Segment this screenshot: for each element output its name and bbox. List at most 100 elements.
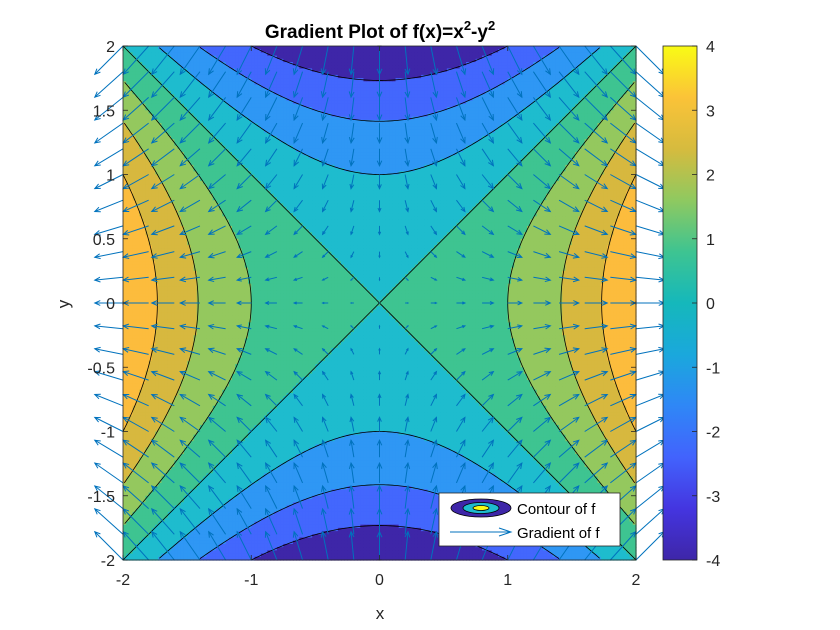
contour-cell — [161, 164, 166, 169]
contour-cell — [126, 437, 131, 442]
contour-cell — [139, 402, 143, 407]
contour-cell — [139, 521, 143, 526]
contour-cell — [145, 344, 150, 349]
contour-cell — [132, 306, 137, 311]
contour-cell — [123, 543, 127, 548]
contour-cell — [151, 540, 156, 545]
contour-cell — [129, 248, 134, 253]
contour-cell — [155, 123, 159, 127]
contour-cell — [145, 286, 150, 291]
contour-cell — [142, 213, 147, 217]
contour-cell — [142, 434, 147, 439]
contour-cell — [135, 508, 140, 513]
contour-cell — [161, 402, 166, 407]
contour-cell — [161, 258, 166, 262]
contour-cell — [148, 306, 153, 311]
contour-cell — [129, 518, 134, 523]
contour-cell — [129, 482, 134, 487]
contour-cell — [135, 286, 140, 291]
contour-cell — [139, 328, 143, 333]
contour-cell — [139, 373, 143, 378]
contour-cell — [158, 306, 163, 311]
contour-cell — [142, 325, 147, 330]
contour-cell — [123, 322, 127, 327]
contour-cell — [142, 293, 147, 298]
contour-cell — [129, 431, 134, 436]
contour-cell — [129, 322, 134, 327]
contour-cell — [123, 274, 127, 278]
contour-cell — [148, 453, 153, 458]
contour-cell — [161, 331, 166, 336]
contour-cell — [151, 78, 156, 82]
contour-cell — [129, 457, 134, 462]
contour-cell — [155, 505, 159, 510]
contour-cell — [161, 158, 166, 163]
contour-cell — [126, 213, 131, 217]
contour-cell — [139, 148, 143, 153]
contour-cell — [126, 299, 131, 304]
contour-cell — [132, 328, 137, 333]
contour-cell — [161, 94, 166, 98]
contour-cell — [151, 457, 156, 462]
contour-cell — [158, 434, 163, 439]
contour-cell — [148, 309, 153, 314]
contour-cell — [145, 110, 150, 115]
contour-cell — [126, 142, 131, 147]
contour-cell — [123, 110, 127, 115]
contour-cell — [129, 460, 134, 465]
contour-cell — [135, 495, 140, 500]
contour-cell — [132, 351, 137, 355]
contour-cell — [126, 193, 131, 198]
contour-cell — [155, 341, 159, 346]
contour-cell — [129, 184, 134, 188]
contour-cell — [161, 328, 166, 333]
contour-cell — [142, 399, 147, 404]
contour-cell — [139, 119, 143, 124]
contour-cell — [151, 331, 156, 336]
contour-cell — [155, 90, 159, 95]
contour-cell — [155, 190, 159, 195]
contour-cell — [129, 258, 134, 262]
contour-cell — [148, 251, 153, 256]
contour-cell — [139, 553, 143, 558]
contour-cell — [132, 399, 137, 404]
contour-cell — [129, 421, 134, 426]
contour-cell — [129, 78, 134, 82]
contour-cell — [145, 78, 150, 82]
contour-cell — [142, 152, 147, 156]
contour-cell — [155, 229, 159, 233]
contour-cell — [151, 90, 156, 95]
contour-cell — [129, 254, 134, 259]
contour-cell — [135, 235, 140, 240]
contour-cell — [155, 380, 159, 384]
contour-cell — [161, 470, 166, 474]
contour-cell — [142, 68, 147, 73]
contour-cell — [145, 142, 150, 147]
contour-cell — [126, 386, 131, 391]
contour-cell — [158, 164, 163, 169]
contour-cell — [148, 274, 153, 278]
contour-cell — [123, 492, 127, 497]
contour-cell — [148, 547, 153, 551]
contour-cell — [123, 258, 127, 262]
contour-cell — [139, 434, 143, 439]
contour-cell — [123, 296, 127, 301]
contour-cell — [145, 425, 150, 429]
contour-cell — [126, 264, 131, 269]
contour-cell — [148, 190, 153, 195]
contour-cell — [158, 402, 163, 407]
contour-cell — [161, 524, 166, 529]
contour-cell — [151, 119, 156, 124]
contour-cell — [123, 280, 127, 285]
contour-cell — [158, 135, 163, 140]
contour-cell — [123, 518, 127, 523]
contour-cell — [148, 531, 153, 535]
contour-cell — [145, 521, 150, 526]
contour-cell — [139, 543, 143, 548]
contour-cell — [161, 241, 166, 246]
contour-cell — [126, 402, 131, 407]
contour-cell — [142, 495, 147, 500]
contour-cell — [132, 68, 137, 73]
contour-cell — [161, 254, 166, 259]
contour-cell — [155, 81, 159, 86]
